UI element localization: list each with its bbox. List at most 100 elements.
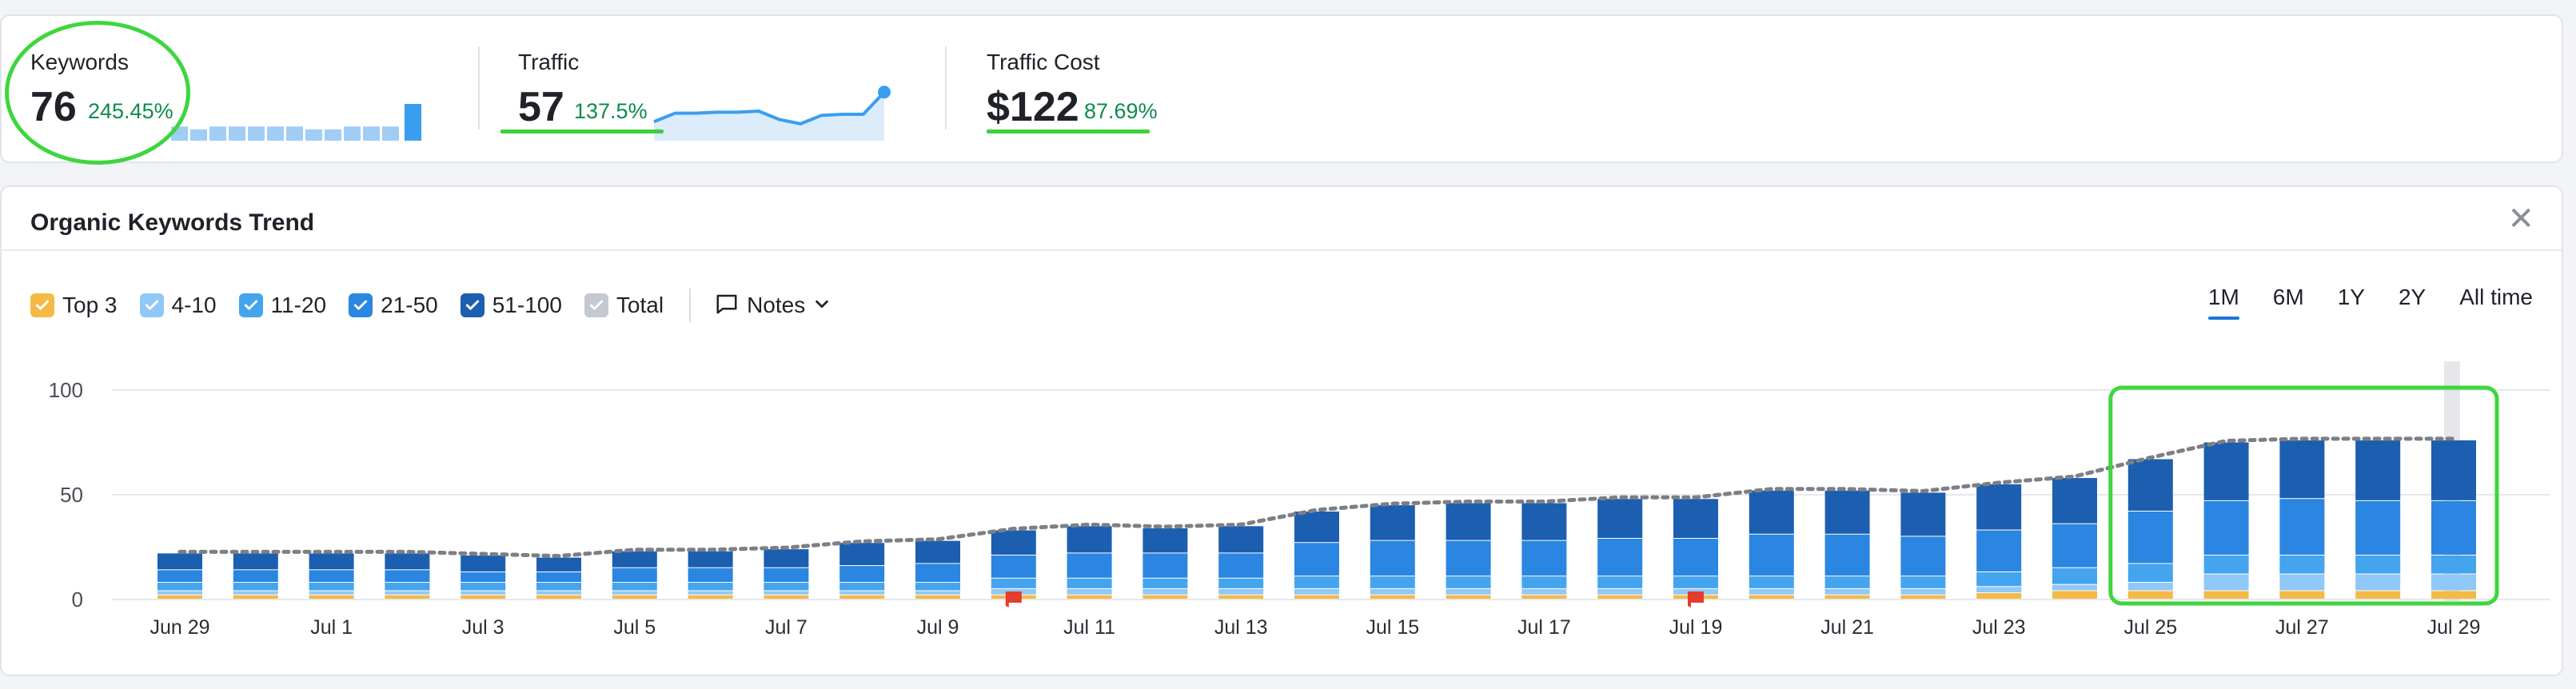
bar-segment-4-10	[1446, 588, 1491, 595]
bar-segment-11-20	[2431, 555, 2476, 574]
bar-segment-top-3	[839, 595, 885, 599]
bar-segment-top-3	[2431, 591, 2476, 599]
x-tick-label: Jul 3	[462, 616, 504, 639]
bar-segment-21-50	[158, 570, 202, 583]
period-tab-1m[interactable]: 1M	[2207, 285, 2239, 320]
legend-item-51-100[interactable]: 51-100	[460, 293, 562, 318]
sparkline-bar	[325, 129, 341, 141]
legend-item-4-10[interactable]: 4-10	[139, 293, 217, 318]
period-tab-6m[interactable]: 6M	[2272, 285, 2304, 309]
bar-segment-21-50	[1294, 543, 1339, 576]
bar-segment-21-50	[991, 555, 1036, 578]
bar-segment-11-20	[1294, 576, 1339, 588]
bar-segment-21-50	[2203, 500, 2249, 555]
bar-segment-51-100	[2203, 442, 2249, 500]
period-tab-1y[interactable]: 1Y	[2337, 285, 2365, 309]
bar-segment-4-10	[2279, 574, 2325, 591]
sparkline-bar	[171, 126, 188, 141]
bar-segment-4-10	[1370, 588, 1415, 595]
legend-item-11-20[interactable]: 11-20	[238, 293, 326, 318]
x-tick-label: Jul 15	[1366, 616, 1419, 639]
legend: Top 3 4-10 11-20 21-50 51-100 Total Notes	[30, 286, 831, 325]
traffic-cost-metric[interactable]: Traffic Cost $122 87.69%	[948, 16, 1428, 165]
bar-segment-21-50	[1976, 530, 2022, 572]
bar-segment-21-50	[1900, 536, 1946, 576]
legend-label: 51-100	[492, 293, 562, 317]
bar-segment-51-100	[2431, 440, 2476, 500]
traffic-sparkline	[653, 86, 891, 141]
period-tab-all-time[interactable]: All time	[2459, 285, 2533, 309]
note-flag-icon	[1688, 591, 1704, 607]
keywords-metric[interactable]: Keywords 76 245.45%	[2, 16, 473, 165]
bar-segment-11-20	[2203, 555, 2249, 574]
bar-segment-21-50	[1597, 539, 1643, 576]
bar-segment-11-20	[612, 583, 657, 591]
legend-item-21-50[interactable]: 21-50	[349, 293, 438, 318]
bar-segment-11-20	[233, 583, 278, 591]
bar-segment-top-3	[385, 595, 430, 599]
bar-segment-51-100	[1370, 505, 1415, 540]
y-tick-label: 100	[49, 378, 83, 402]
bar-segment-21-50	[1749, 534, 1794, 576]
bar-segment-4-10	[1597, 588, 1643, 595]
bar-segment-11-20	[1673, 576, 1718, 588]
bar-segment-51-100	[2052, 478, 2097, 524]
bar-segment-21-50	[2279, 499, 2325, 555]
chevron-down-icon	[813, 295, 831, 317]
traffic-metric[interactable]: Traffic 57 137.5%	[481, 16, 945, 165]
legend-label: 4-10	[171, 293, 217, 317]
notes-icon	[715, 292, 739, 320]
bar-segment-4-10	[1067, 588, 1112, 595]
legend-item-total[interactable]: Total	[584, 293, 664, 318]
bar-segment-51-100	[1597, 499, 1643, 539]
x-tick-label: Jul 27	[2275, 616, 2329, 639]
bar-segment-4-10	[2203, 574, 2249, 591]
traffic-cost-value: $122	[987, 84, 1079, 130]
sparkline-bar	[267, 126, 284, 141]
y-tick-label: 0	[72, 587, 83, 611]
traffic-value: 57	[518, 84, 564, 130]
traffic-cost-label: Traffic Cost	[987, 50, 1100, 74]
traffic-cost-change: 87.69%	[1084, 99, 1158, 123]
bar-segment-top-3	[536, 595, 581, 599]
bar-segment-21-50	[915, 564, 960, 583]
period-tab-2y[interactable]: 2Y	[2398, 285, 2426, 309]
bar-segment-51-100	[688, 551, 733, 568]
keywords-sparkline	[171, 104, 421, 141]
bar-segment-top-3	[233, 595, 278, 599]
bar-segment-51-100	[536, 557, 581, 572]
bar-segment-4-10	[233, 591, 278, 595]
bar-segment-4-10	[1824, 588, 1870, 595]
bar-segment-51-100	[1218, 526, 1264, 553]
sparkline-bar	[229, 126, 245, 141]
x-tick-label: Jul 25	[2123, 616, 2177, 639]
bar-segment-4-10	[536, 591, 581, 595]
keywords-value: 76	[30, 84, 77, 130]
legend-item-top-3[interactable]: Top 3	[30, 293, 118, 318]
x-tick-label: Jul 1	[310, 616, 353, 639]
bar-segment-51-100	[1142, 528, 1188, 553]
notes-dropdown[interactable]: Notes	[715, 292, 831, 320]
x-tick-label: Jul 29	[2427, 616, 2481, 639]
bar-segment-11-20	[1142, 578, 1188, 588]
total-line	[177, 436, 2456, 559]
bar-segment-51-100	[1067, 526, 1112, 553]
bar-segment-11-20	[1749, 576, 1794, 588]
period-selector: 1M 6M 1Y 2Y All time	[2175, 285, 2533, 320]
bar-segment-21-50	[2052, 524, 2097, 568]
bar-segment-21-50	[612, 568, 657, 583]
bar-segment-11-20	[2127, 564, 2173, 583]
checkbox-checked-icon	[139, 293, 164, 317]
close-icon[interactable]: ✕	[2507, 201, 2534, 237]
bar-segment-11-20	[1521, 576, 1567, 588]
bar-segment-top-3	[158, 595, 202, 599]
bar-segment-21-50	[2355, 500, 2401, 555]
x-tick-label: Jul 21	[1820, 616, 1874, 639]
bar-segment-top-3	[461, 595, 506, 599]
bar-segment-top-3	[1900, 595, 1946, 599]
bar-segment-11-20	[385, 583, 430, 591]
sparkline-bar	[344, 126, 361, 141]
x-tick-label: Jul 7	[765, 616, 807, 639]
sparkline-end-dot	[878, 86, 891, 99]
bar-segment-51-100	[764, 549, 809, 568]
